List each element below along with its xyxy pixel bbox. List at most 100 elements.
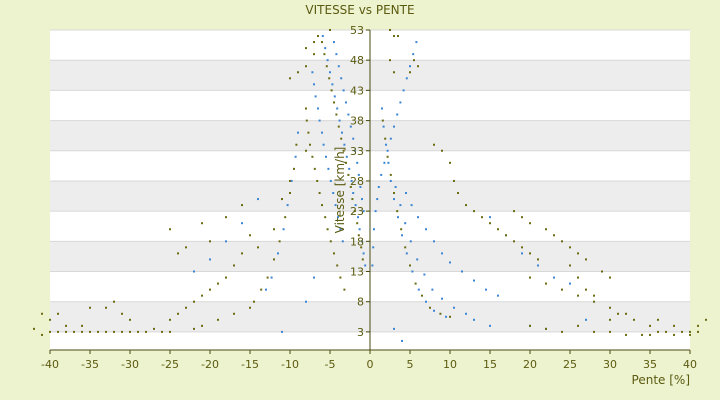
data-point-olive: [413, 59, 415, 62]
data-point-blue: [361, 198, 363, 201]
data-point-blue: [489, 216, 491, 219]
data-point-olive: [585, 258, 587, 261]
data-point-olive: [537, 258, 539, 261]
data-point-olive: [389, 59, 391, 62]
data-point-blue: [350, 179, 353, 182]
y-tick-label: 3: [357, 326, 364, 339]
data-point-olive: [305, 47, 307, 50]
data-point-olive: [577, 294, 579, 297]
data-point-olive: [225, 276, 227, 279]
data-point-blue: [416, 258, 419, 261]
data-point-blue: [381, 107, 383, 110]
data-point-blue: [465, 312, 467, 315]
data-point-blue: [333, 95, 336, 98]
data-point-olive: [241, 252, 243, 255]
x-tick-label: -10: [281, 358, 299, 371]
data-point-blue: [313, 83, 315, 86]
data-point-blue: [385, 143, 387, 146]
data-point-olive: [33, 327, 35, 330]
data-point-olive: [429, 306, 431, 309]
data-point-blue: [441, 252, 443, 255]
x-tick-label: -35: [81, 358, 99, 371]
data-point-blue: [352, 192, 355, 195]
data-point-olive: [396, 210, 399, 213]
data-point-blue: [553, 276, 555, 279]
data-point-olive: [384, 137, 387, 140]
data-point-olive: [313, 167, 316, 170]
data-point-olive: [689, 330, 691, 333]
data-point-olive: [453, 179, 455, 182]
data-point-olive: [457, 192, 459, 195]
data-point-blue: [399, 101, 402, 104]
data-point-olive: [260, 288, 263, 291]
x-tick-label: -30: [121, 358, 139, 371]
data-point-olive: [65, 324, 67, 327]
data-point-blue: [405, 192, 407, 195]
data-point-blue: [335, 53, 338, 56]
data-point-olive: [337, 125, 340, 128]
y-tick-label: 18: [350, 235, 364, 248]
data-point-olive: [417, 65, 419, 68]
data-point-blue: [473, 279, 475, 282]
data-point-olive: [257, 246, 259, 249]
data-point-olive: [305, 107, 307, 110]
chart-title: VITESSE vs PENTE: [305, 3, 414, 17]
data-point-blue: [345, 155, 348, 158]
data-point-blue: [497, 294, 499, 297]
data-point-olive: [465, 204, 467, 207]
data-point-blue: [336, 107, 339, 110]
axes: [49, 29, 691, 354]
data-point-olive: [177, 252, 179, 255]
data-point-olive: [481, 216, 483, 219]
data-point-blue: [359, 185, 362, 188]
data-point-blue: [352, 137, 355, 140]
data-point-blue: [489, 324, 491, 327]
data-point-olive: [273, 228, 275, 231]
data-point-blue: [321, 131, 323, 134]
data-point-olive: [330, 89, 333, 92]
data-point-olive: [617, 312, 619, 315]
data-point-olive: [329, 29, 331, 31]
data-point-olive: [289, 192, 291, 195]
data-point-olive: [345, 161, 347, 164]
data-point-olive: [321, 204, 323, 207]
data-point-blue: [386, 149, 389, 152]
data-point-olive: [404, 246, 407, 249]
data-point-olive: [569, 246, 571, 249]
data-point-olive: [307, 131, 310, 134]
data-point-blue: [311, 71, 314, 74]
data-point-blue: [321, 35, 324, 38]
data-point-olive: [641, 333, 643, 336]
data-point-blue: [338, 119, 341, 122]
data-point-blue: [585, 318, 587, 321]
data-point-blue: [286, 204, 289, 207]
y-tick-label: 13: [350, 266, 364, 279]
data-point-olive: [333, 252, 335, 255]
data-point-olive: [193, 300, 195, 303]
data-point-olive: [561, 330, 563, 333]
data-point-blue: [417, 216, 419, 219]
data-point-olive: [609, 318, 611, 321]
data-point-olive: [657, 330, 659, 333]
data-point-olive: [386, 155, 389, 158]
data-point-blue: [433, 240, 435, 243]
data-point-blue: [342, 89, 345, 92]
data-point-blue: [405, 252, 408, 255]
data-point-blue: [415, 41, 418, 44]
data-point-blue: [193, 270, 195, 273]
data-point-olive: [439, 312, 442, 315]
data-point-olive: [449, 315, 451, 318]
data-point-blue: [343, 143, 346, 146]
data-point-olive: [545, 282, 547, 285]
y-tick-label: 43: [350, 84, 364, 97]
x-tick-label: -20: [201, 358, 219, 371]
data-point-blue: [394, 185, 397, 188]
data-point-olive: [649, 324, 651, 327]
data-point-blue: [412, 53, 415, 56]
data-point-olive: [356, 222, 359, 225]
data-point-olive: [349, 185, 352, 188]
data-point-olive: [121, 330, 123, 333]
data-point-blue: [425, 228, 427, 231]
data-point-olive: [561, 240, 563, 243]
data-point-olive: [347, 173, 350, 176]
